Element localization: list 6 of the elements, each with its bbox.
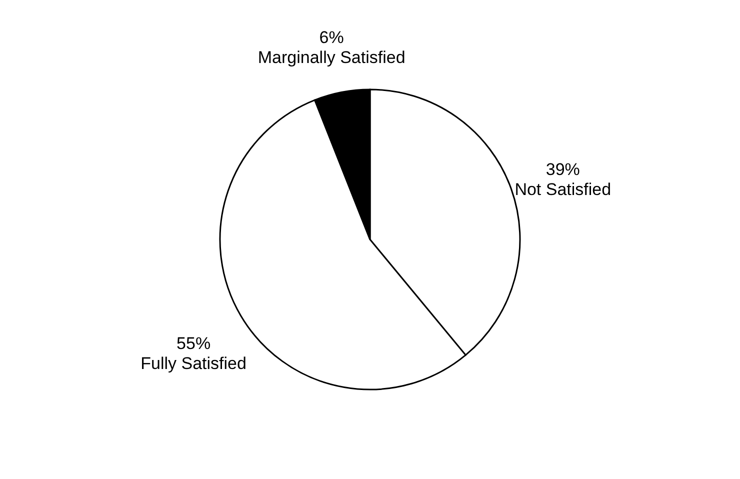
data-label: 55% [176,334,211,353]
data-label: 6% [319,28,344,48]
slice-label: Not Satisfied [514,180,612,200]
slice-label: Fully Satisfied [140,354,246,373]
data-label: 39% [546,160,580,180]
slice-label: Marginally Satisfied [258,48,406,68]
